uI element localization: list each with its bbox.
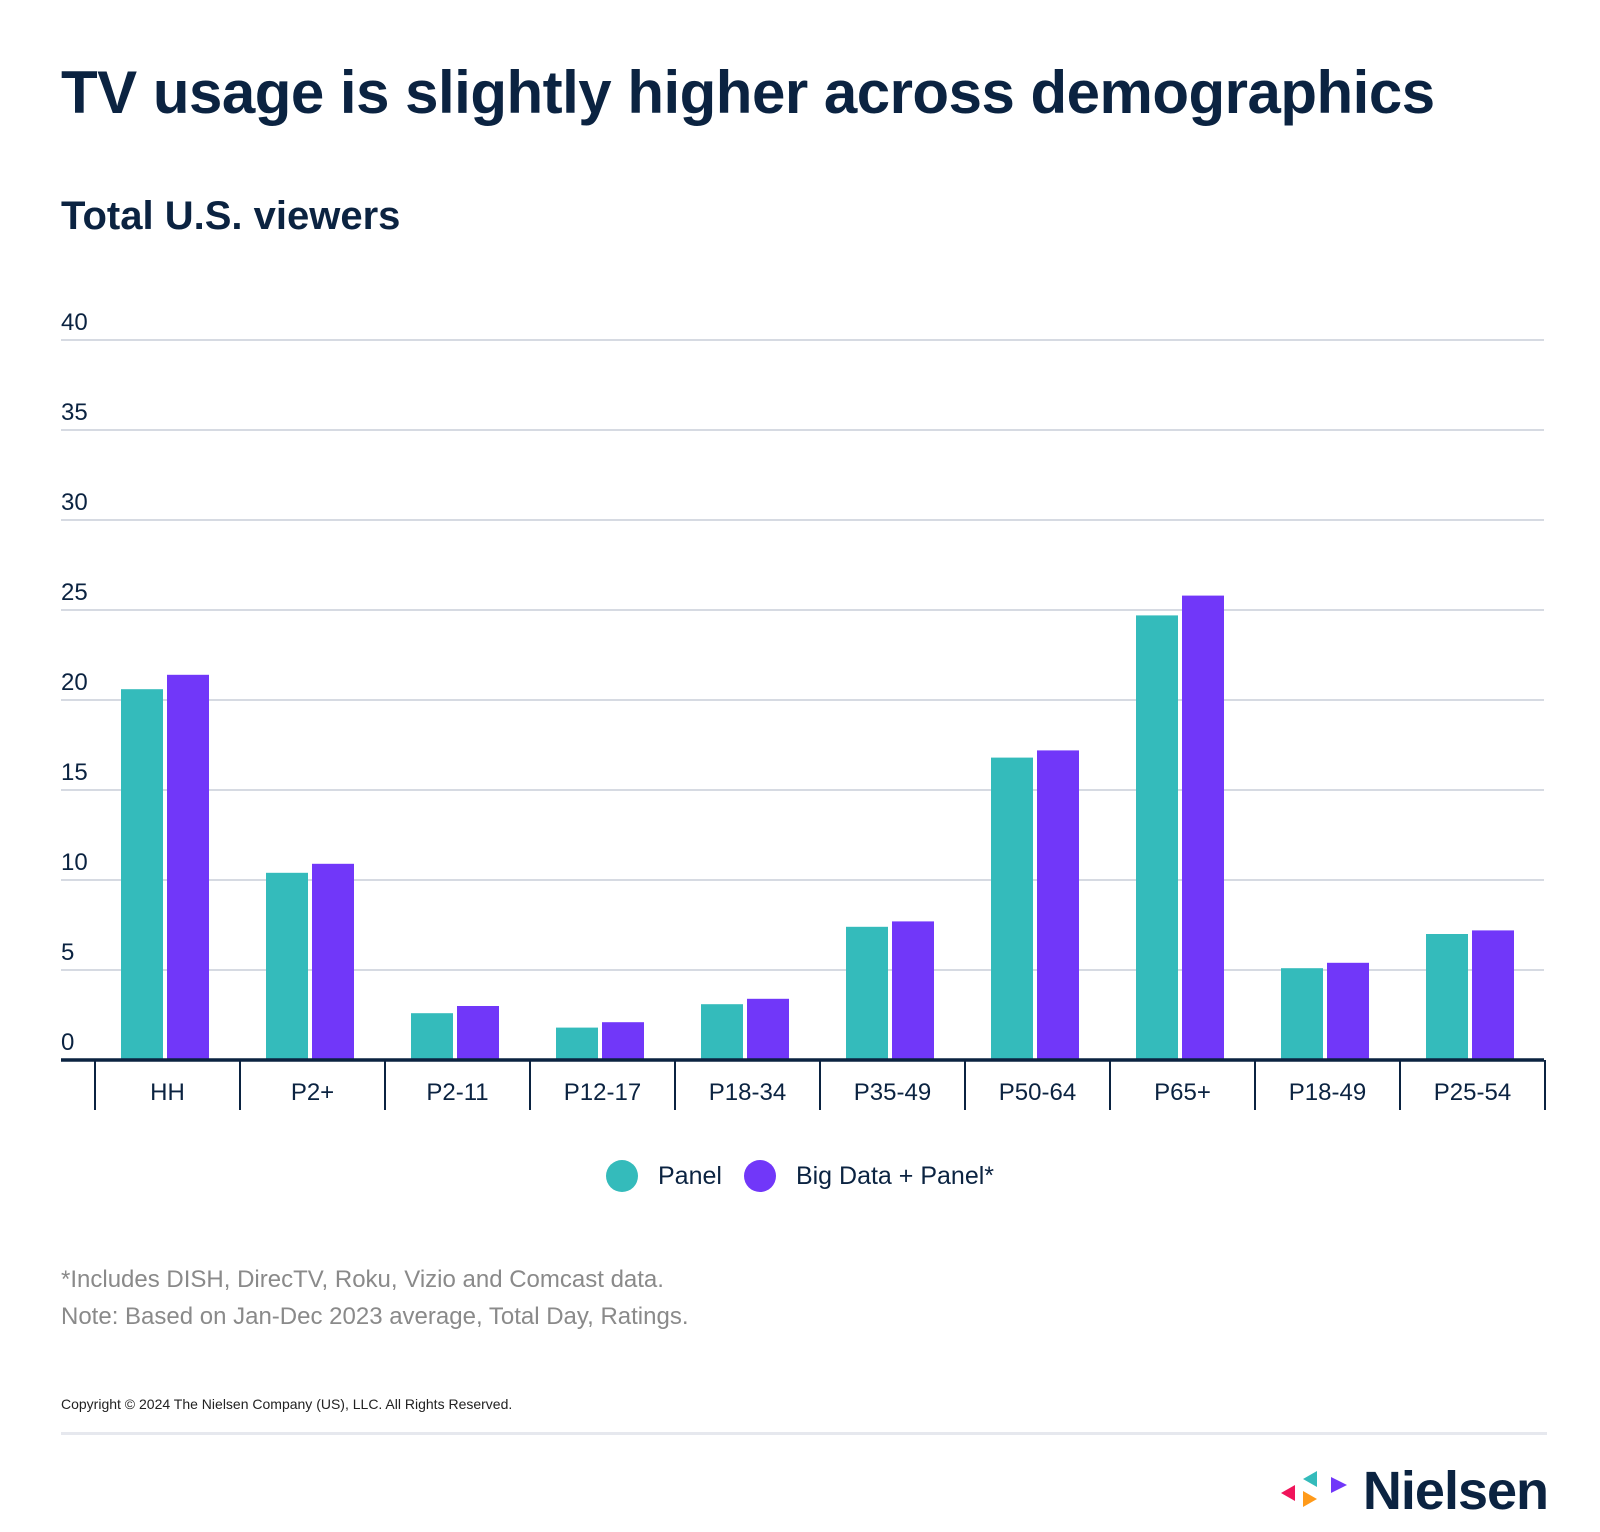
bar-panel: [846, 926, 888, 1060]
x-tick-label: P35-49: [854, 1079, 931, 1106]
y-tick-label: 40: [61, 309, 88, 336]
bar-panel: [991, 757, 1033, 1060]
x-tick-label: P25-54: [1434, 1079, 1511, 1106]
chart-title: TV usage is slightly higher across demog…: [61, 59, 1435, 126]
y-tick-label: 5: [61, 939, 74, 966]
x-tick-label: P18-34: [709, 1079, 786, 1106]
y-tick-label: 10: [61, 849, 88, 876]
y-tick-label: 20: [61, 669, 88, 696]
bar-panel: [1136, 615, 1178, 1060]
bar-big-data-panel: [1182, 595, 1224, 1060]
bar-panel: [1426, 934, 1468, 1060]
bar-panel: [121, 689, 163, 1060]
x-tick-label: P18-49: [1289, 1079, 1366, 1106]
nielsen-logo: Nielsen: [1280, 1460, 1549, 1522]
legend-label: Big Data + Panel*: [795, 1161, 994, 1190]
bar-panel: [556, 1027, 598, 1060]
x-tick-label: HH: [150, 1079, 185, 1106]
footnote: *Includes DISH, DirecTV, Roku, Vizio and…: [61, 1266, 664, 1293]
y-tick-label: 25: [61, 579, 88, 606]
y-tick-label: 15: [61, 759, 88, 786]
x-tick-label: P50-64: [999, 1079, 1076, 1106]
x-tick-label: P12-17: [564, 1079, 641, 1106]
y-tick-label: 35: [61, 399, 88, 426]
chart-subtitle: Total U.S. viewers: [61, 194, 401, 238]
bar-panel: [1281, 968, 1323, 1060]
bar-big-data-panel: [167, 674, 209, 1060]
x-tick-label: P2-11: [426, 1079, 488, 1106]
y-tick-label: 30: [61, 489, 88, 516]
footnote: Note: Based on Jan-Dec 2023 average, Tot…: [61, 1303, 689, 1330]
bar-big-data-panel: [312, 863, 354, 1060]
legend-swatch-big-data-panel: [743, 1160, 776, 1192]
legend-item-panel: Panel: [606, 1160, 722, 1192]
bar-big-data-panel: [1327, 962, 1369, 1060]
nielsen-logo-icon: [1280, 1471, 1347, 1507]
copyright: Copyright © 2024 The Nielsen Company (US…: [61, 1396, 513, 1412]
divider: [61, 1432, 1547, 1435]
legend-item-big-data-panel: Big Data + Panel*: [743, 1160, 994, 1192]
y-tick-label: 0: [61, 1029, 74, 1056]
bar-big-data-panel: [892, 921, 934, 1060]
bar-panel: [411, 1013, 453, 1060]
bar-big-data-panel: [602, 1022, 644, 1060]
x-tick-label: P65+: [1154, 1079, 1211, 1106]
bar-panel: [266, 872, 308, 1060]
bar-big-data-panel: [1472, 930, 1514, 1060]
bar-big-data-panel: [457, 1006, 499, 1060]
x-tick-label: P2+: [291, 1079, 334, 1106]
bar-big-data-panel: [747, 998, 789, 1060]
legend-swatch-panel: [606, 1160, 638, 1192]
bar-chart: 0 5 10 15 20 25 30 35 40 HH P2+ P2-11 P12-17 P18-34 P3…: [61, 309, 1546, 1110]
legend-label: Panel: [658, 1161, 722, 1190]
bar-panel: [701, 1004, 743, 1060]
legend: Panel Big Data + Panel*: [0, 1160, 1600, 1192]
nielsen-logo-text: Nielsen: [1362, 1461, 1549, 1521]
bar-big-data-panel: [1037, 750, 1079, 1060]
